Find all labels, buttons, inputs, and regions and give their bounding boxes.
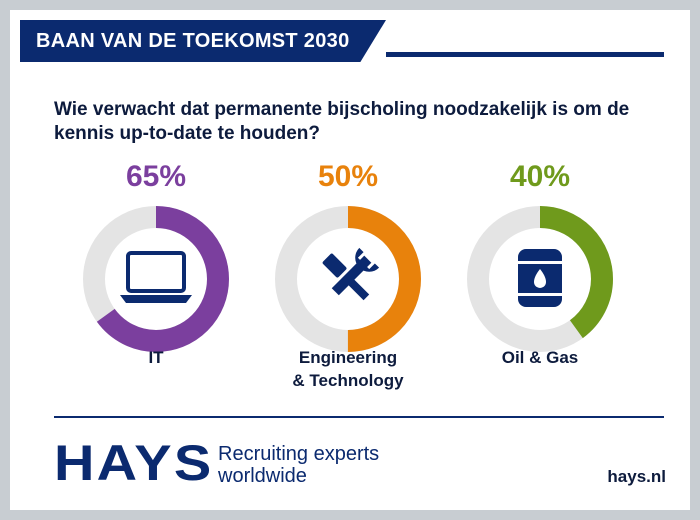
donut-it: 65% bbox=[76, 160, 236, 356]
donut-ring bbox=[83, 206, 229, 352]
donut-segment bbox=[83, 206, 229, 352]
donut-ring bbox=[275, 206, 421, 352]
banner-underline bbox=[386, 52, 664, 57]
donut-oil-gas: 40% bbox=[460, 160, 620, 356]
hays-logo: HAYS bbox=[54, 435, 214, 491]
title-banner bbox=[20, 20, 386, 62]
tagline-line-2: worldwide bbox=[218, 465, 307, 487]
infographic-card: BAAN VAN DE TOEKOMST 2030 Wie verwacht d… bbox=[10, 10, 690, 510]
footer-divider bbox=[54, 416, 664, 418]
tagline: Recruiting experts worldwide bbox=[218, 443, 379, 487]
survey-question: Wie verwacht dat permanente bijscholing … bbox=[54, 99, 630, 144]
value-label: 65% bbox=[125, 160, 187, 193]
donut-segment bbox=[467, 206, 613, 352]
donut-engineering-technology: 50% bbox=[268, 160, 428, 356]
category-label: IT bbox=[148, 348, 164, 367]
value-label: 50% bbox=[317, 160, 379, 193]
donut-segment bbox=[275, 206, 421, 352]
category-label: Engineering & Technology bbox=[292, 348, 404, 390]
website-link[interactable]: hays.nl bbox=[607, 467, 666, 486]
tagline-line-1: Recruiting experts bbox=[218, 443, 380, 465]
page-title: BAAN VAN DE TOEKOMST 2030 bbox=[36, 30, 350, 52]
tools-icon bbox=[322, 247, 380, 301]
oil-barrel-icon bbox=[516, 249, 564, 307]
donut-ring bbox=[467, 206, 613, 352]
value-label: 40% bbox=[509, 160, 571, 193]
category-label: Oil & Gas bbox=[501, 348, 579, 367]
laptop-icon bbox=[120, 251, 192, 303]
